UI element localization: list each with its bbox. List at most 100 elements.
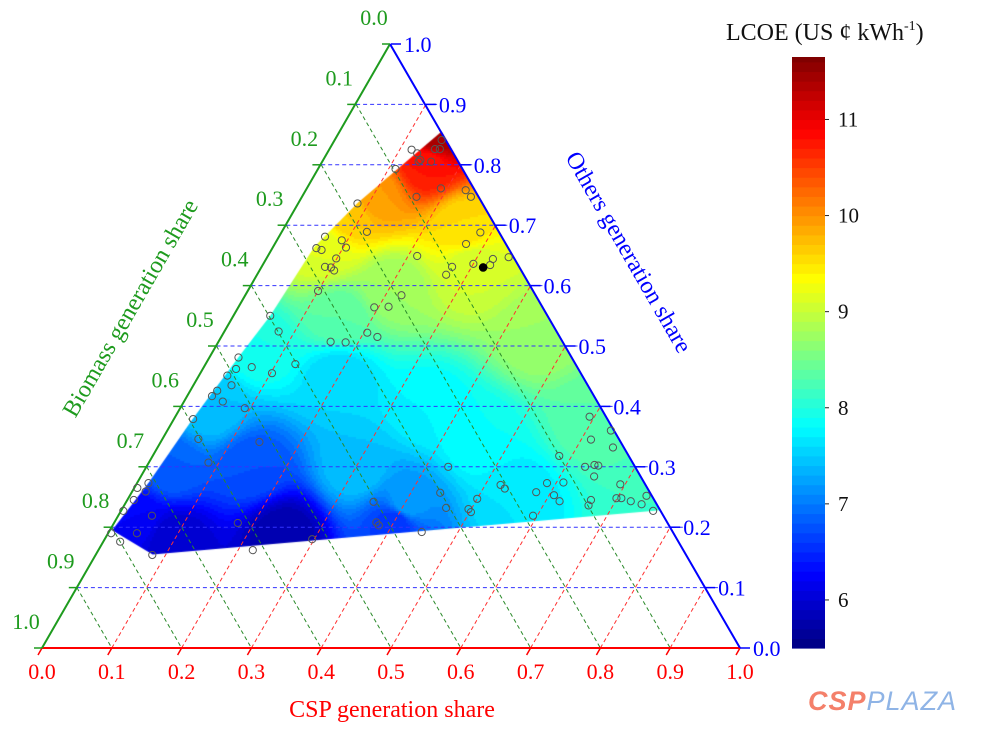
colorbar-band (792, 302, 825, 313)
data-point (447, 262, 457, 271)
colorbar-band (792, 503, 825, 515)
others-tick-label: 0.9 (439, 92, 467, 117)
colorbar-tick-label: 9 (838, 300, 849, 324)
csp-tick (246, 647, 253, 656)
data-point (274, 327, 283, 336)
colorbar-band (792, 57, 825, 63)
left-axis-title: Biomass generation share (58, 195, 204, 422)
colorbar-title-superscript: -1 (904, 19, 916, 34)
colorbar-tick-label: 10 (838, 204, 859, 228)
data-point (461, 239, 471, 249)
colorbar-band (792, 273, 825, 284)
csp-tick-label: 0.6 (447, 659, 475, 684)
data-point (430, 144, 440, 154)
biomass-gridline (285, 224, 532, 649)
csp-tick (735, 647, 741, 656)
colorbar-band (792, 609, 825, 620)
colorbar-band (792, 167, 825, 178)
data-point (189, 414, 198, 424)
colorbar-band (792, 542, 825, 553)
colorbar-band (792, 455, 825, 467)
data-point (313, 286, 323, 296)
biomass-gridline (181, 406, 322, 649)
colorbar-band (792, 61, 825, 73)
colorbar-band (792, 234, 825, 245)
data-point (363, 328, 372, 337)
colorbar-band (792, 254, 825, 265)
data-point (648, 506, 658, 515)
data-point (442, 270, 451, 279)
csp-gridline (390, 345, 566, 649)
biomass-tick-label: 0.4 (221, 247, 249, 272)
colorbar-band (792, 523, 825, 534)
others-tick-label: 0.8 (474, 153, 502, 178)
colorbar-band (792, 109, 825, 121)
data-point (194, 434, 203, 444)
data-point (353, 199, 362, 208)
data-point (227, 381, 236, 390)
colorbar-band (792, 426, 825, 438)
data-point (626, 497, 635, 506)
data-point (370, 303, 379, 312)
csp-gridline (460, 406, 601, 649)
data-point (397, 291, 406, 300)
data-point (391, 164, 400, 174)
colorbar-tick-label: 7 (838, 492, 849, 516)
data-point (248, 546, 257, 555)
csp-gridline (669, 587, 706, 649)
others-tick-label: 0.1 (718, 576, 746, 601)
others-tick-label: 0.0 (753, 636, 781, 661)
data-point (247, 363, 256, 372)
colorbar-band (792, 177, 825, 188)
colorbar-band (792, 215, 825, 226)
biomass-tick-label: 0.9 (47, 549, 75, 574)
colorbar-band (792, 244, 825, 255)
data-point (580, 462, 590, 471)
data-point (240, 404, 249, 413)
colorbar-band (792, 619, 825, 630)
data-point (231, 364, 241, 374)
csp-tick (456, 647, 462, 656)
colorbar-band (792, 205, 825, 217)
data-point (341, 243, 351, 252)
colorbar-band (792, 330, 825, 342)
bottom-axis-title: CSP generation share (289, 697, 495, 723)
colorbar-band (792, 186, 825, 197)
data-point (461, 186, 470, 195)
colorbar-band (792, 100, 825, 111)
colorbar-band (792, 580, 825, 591)
biomass-gridline (320, 164, 601, 649)
data-point (555, 451, 564, 461)
colorbar-band (792, 638, 825, 649)
colorbar-band (792, 138, 825, 149)
csp-gridline (599, 526, 671, 649)
data-point (141, 487, 150, 496)
data-point (312, 244, 321, 253)
data-point (435, 144, 444, 154)
colorbar-band (792, 436, 825, 447)
colorbar-band (792, 417, 825, 428)
data-point (147, 511, 157, 520)
csp-tick-label: 0.1 (98, 659, 126, 684)
csp-tick-label: 0.9 (656, 659, 684, 684)
csp-tick-label: 0.3 (238, 659, 266, 684)
colorbar-band (792, 148, 825, 159)
data-point (413, 149, 422, 158)
colorbar-band (792, 561, 825, 572)
colorbar-band (792, 129, 825, 140)
colorbar-band (792, 369, 825, 380)
colorbar-band (792, 599, 825, 611)
colorbar-band (792, 225, 825, 236)
data-point (473, 494, 482, 503)
data-point (442, 503, 451, 512)
data-point (586, 495, 596, 505)
colorbar-band (792, 571, 825, 582)
data-point (233, 518, 242, 528)
data-point (586, 435, 596, 444)
data-point (119, 506, 128, 515)
biomass-gridline (76, 587, 113, 649)
colorbar-band (792, 340, 825, 351)
colorbar-tick-label: 6 (838, 588, 849, 612)
csp-plaza-logo: CSPPLAZA (808, 686, 957, 717)
